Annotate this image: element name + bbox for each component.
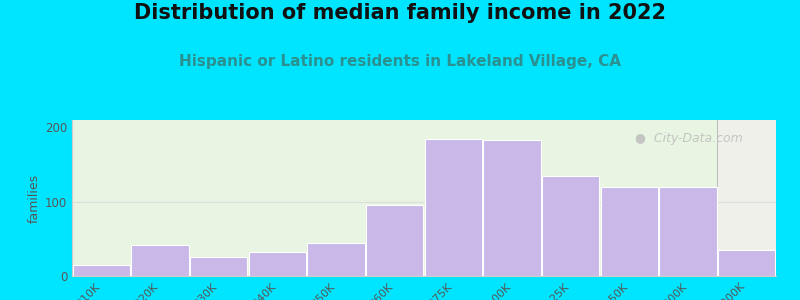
Bar bbox=[190, 257, 247, 276]
Bar bbox=[425, 139, 482, 276]
Bar bbox=[307, 243, 365, 276]
Text: Distribution of median family income in 2022: Distribution of median family income in … bbox=[134, 3, 666, 23]
Bar bbox=[249, 252, 306, 276]
Bar bbox=[542, 176, 599, 276]
Y-axis label: families: families bbox=[28, 173, 41, 223]
Bar bbox=[73, 265, 130, 276]
Bar bbox=[659, 187, 717, 276]
Bar bbox=[601, 187, 658, 276]
Bar bbox=[131, 245, 189, 276]
Bar bbox=[718, 120, 800, 276]
Bar bbox=[483, 140, 541, 276]
Text: ●  City-Data.com: ● City-Data.com bbox=[635, 133, 743, 146]
Text: Hispanic or Latino residents in Lakeland Village, CA: Hispanic or Latino residents in Lakeland… bbox=[179, 54, 621, 69]
Bar bbox=[366, 206, 423, 276]
Bar bbox=[718, 250, 775, 276]
